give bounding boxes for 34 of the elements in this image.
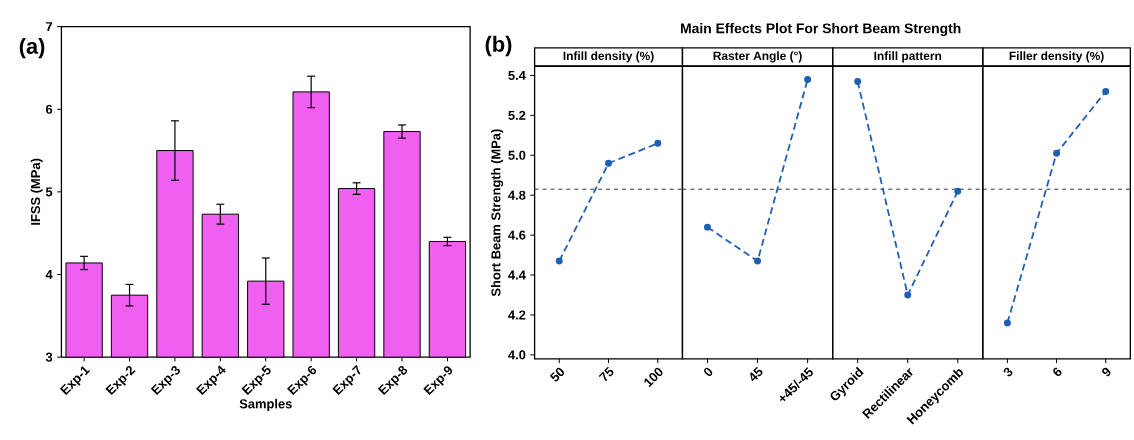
chart-title: Main Effects Plot For Short Beam Strength bbox=[680, 23, 961, 37]
y-tick-label: 7 bbox=[46, 22, 53, 32]
y-tick-label: 5.4 bbox=[508, 71, 526, 81]
text: (b) bbox=[485, 36, 512, 57]
x-axis-title: Filler density (%) bbox=[1009, 51, 1104, 63]
x-axis-title: Samples bbox=[239, 399, 292, 412]
y-tick-label: 4.8 bbox=[508, 190, 526, 200]
x-axis-title: Infill density (%) bbox=[563, 51, 654, 63]
x-tick-label: 45 bbox=[750, 367, 763, 382]
x-tick-label: 9 bbox=[1102, 368, 1111, 377]
x-tick-label: 3 bbox=[1003, 367, 1013, 377]
y-tick-label: 4.0 bbox=[508, 350, 526, 360]
x-axis-title: Infill pattern bbox=[874, 51, 942, 63]
y-tick-label: 4 bbox=[45, 270, 53, 280]
y-tick-label: 5 bbox=[45, 187, 53, 197]
x-tick-label: 6 bbox=[1053, 367, 1062, 377]
y-tick-label: 6 bbox=[45, 104, 53, 115]
y-tick-label: 3 bbox=[45, 352, 53, 362]
x-tick-label: 100 bbox=[644, 368, 663, 388]
x-axis-title: Raster Angle (°) bbox=[713, 51, 802, 63]
point bbox=[555, 257, 563, 265]
y-tick-label: 4.2 bbox=[508, 310, 526, 320]
x-tick-label: 0 bbox=[704, 368, 713, 377]
y-tick-label: 5.2 bbox=[508, 111, 526, 121]
x-tick-label: 75 bbox=[598, 367, 614, 382]
y-axis-title: IFSS (MPa) bbox=[30, 159, 43, 225]
point bbox=[654, 140, 662, 147]
text: (a) bbox=[19, 38, 45, 59]
y-tick-label: 5.0 bbox=[508, 150, 526, 161]
x-tick-label: 50 bbox=[549, 368, 565, 382]
y-axis-title: Short Beam Strength (MPa) bbox=[491, 129, 504, 297]
y-tick-label: 4.6 bbox=[508, 230, 526, 240]
y-tick-label: 4.4 bbox=[508, 270, 526, 280]
point bbox=[605, 159, 613, 167]
